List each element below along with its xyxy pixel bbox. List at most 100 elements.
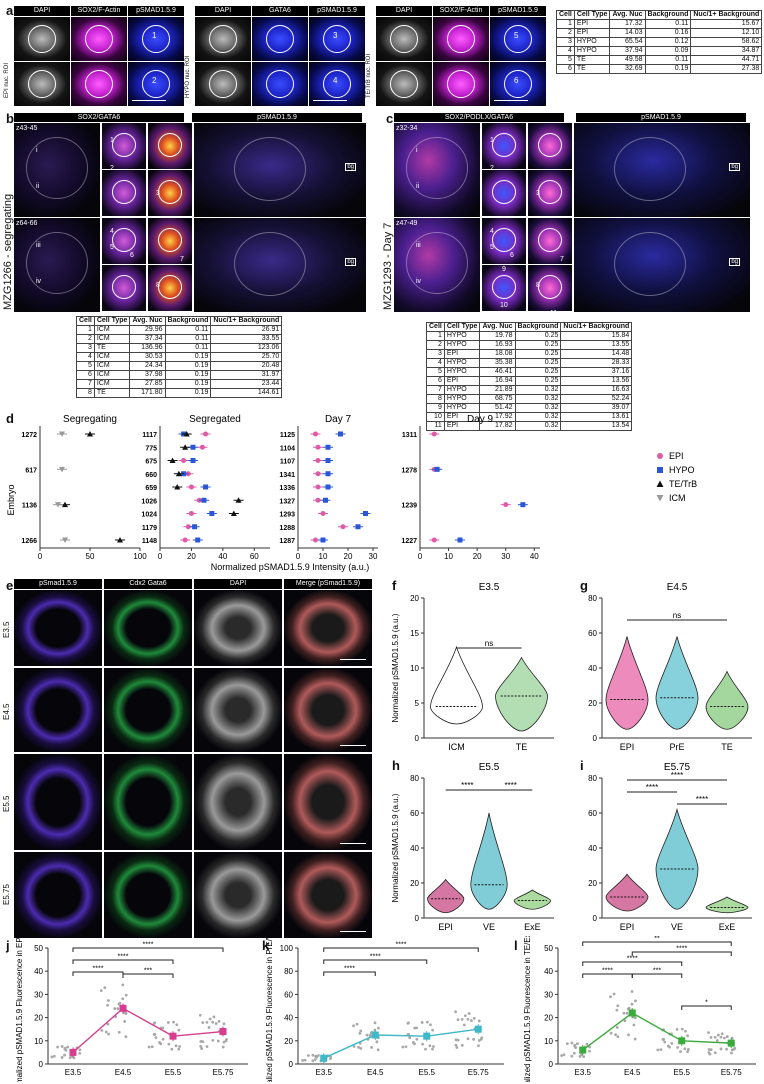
cell-point	[615, 1008, 619, 1012]
table-cell: 123.06	[210, 343, 283, 353]
table-row: 8 TE 171.80 0.19 144.61	[76, 388, 283, 398]
table-cell: 6	[556, 64, 575, 74]
nucleus-outline	[209, 70, 237, 98]
cell-point	[479, 1037, 483, 1041]
x-tick-label: 20	[187, 552, 196, 561]
cell-point	[216, 1039, 220, 1043]
table-header: Background	[644, 10, 692, 20]
significance-label: ns	[673, 611, 681, 620]
panel-a-column-header: SOX2/F-Actin	[433, 6, 489, 16]
table-cell: 29.96	[129, 325, 166, 335]
cell-point	[578, 1054, 582, 1058]
data-point-te	[62, 501, 68, 508]
x-tick-label: EPI	[620, 922, 635, 932]
cell-point	[612, 992, 616, 996]
table-cell: HYPO	[573, 46, 611, 56]
micrograph	[104, 852, 192, 938]
table-row: 1 HYPO 19.78 0.25 15.84	[426, 331, 633, 341]
cell-point	[147, 1045, 151, 1049]
table-row: 2 EPI 14.03 0.16 12.10	[556, 28, 763, 38]
embryo-label: 1272	[21, 432, 37, 439]
x-tick-label: E5.5	[419, 1068, 436, 1077]
embryo-label: 1341	[279, 472, 295, 479]
micrograph	[14, 668, 102, 752]
y-tick-label: 40	[34, 967, 43, 976]
cell-point	[211, 1020, 215, 1024]
table-header: Cell	[426, 322, 445, 332]
table-cell: 0.25	[514, 331, 562, 341]
cell-point	[152, 1021, 156, 1025]
cell-point	[415, 1026, 418, 1030]
subplot-title: Segregating	[63, 414, 117, 425]
micrograph	[104, 668, 192, 752]
cell-point	[68, 1056, 72, 1060]
table-cell: 144.61	[210, 388, 283, 398]
table-cell: 58.62	[690, 37, 763, 47]
table-cell: 0.25	[514, 367, 562, 377]
table-row: 5 ICM 24.34 0.19 20.48	[76, 361, 283, 371]
mean-marker	[119, 1004, 127, 1012]
cell-point	[472, 1037, 475, 1041]
data-point-hypo	[201, 497, 207, 503]
cell-point	[373, 1021, 377, 1025]
data-point-hypo	[325, 471, 331, 477]
embryo-label: 660	[145, 472, 157, 479]
panel-e-column-header: DAPI	[194, 579, 282, 589]
x-tick-label: TE	[721, 742, 733, 752]
table-cell: HYPO	[443, 385, 481, 395]
data-point-epi	[431, 537, 437, 543]
cell-point	[573, 1044, 577, 1048]
significance-label: ****	[602, 968, 613, 975]
nucleus-outline	[390, 25, 418, 53]
cell-point	[375, 1040, 379, 1044]
data-point-epi	[340, 524, 346, 530]
cell-point	[63, 1047, 67, 1051]
panel-a-column-header: DAPI	[14, 6, 70, 16]
micrograph	[376, 62, 432, 106]
cell-point	[625, 1011, 629, 1015]
cell-point	[56, 1045, 60, 1049]
cell-point	[311, 1059, 315, 1063]
table-cell: EPI	[573, 28, 611, 38]
embryo-label: 1104	[280, 445, 295, 452]
significance-bracket	[681, 1005, 732, 1010]
roi-label: iv	[416, 278, 422, 285]
table-cell: 27.38	[690, 64, 763, 74]
cell-point	[455, 1046, 459, 1049]
cell-number: 9	[502, 266, 506, 273]
micrograph	[376, 17, 432, 61]
mean-line	[582, 1012, 732, 1051]
stage-label: E3.5	[2, 621, 11, 638]
embryo-label: 1227	[401, 538, 417, 545]
cell-point	[562, 1053, 566, 1057]
table-cell: 33.55	[210, 334, 283, 344]
micrograph	[71, 17, 127, 61]
embryo-outline	[26, 137, 88, 199]
cell-point	[632, 1023, 636, 1027]
violin-epi	[605, 636, 649, 730]
y-tick-label: 40	[410, 844, 419, 853]
violin-icm	[430, 645, 483, 725]
significance-bracket	[582, 941, 732, 946]
table-row: 6 EPI 16.94 0.25 13.56	[426, 376, 633, 386]
subplot-title: Segregated	[189, 414, 241, 425]
data-point-hypo	[434, 466, 440, 472]
table-cell: 37.16	[560, 367, 633, 377]
table-cell: ICM	[93, 370, 131, 380]
table-cell: 32.69	[609, 64, 646, 74]
y-tick-label: 80	[284, 967, 293, 976]
table-cell: 0.11	[164, 334, 212, 344]
cell-point	[582, 1055, 586, 1059]
significance-label: ns	[485, 639, 493, 648]
nucleus-outline	[538, 133, 562, 157]
table-row: 6 TE 32.69 0.19 27.38	[556, 64, 763, 74]
table-header: Cell	[556, 10, 575, 20]
table-cell: 0.25	[514, 358, 562, 368]
embryo-label: 675	[145, 459, 157, 466]
table-cell: 27.85	[129, 379, 166, 389]
roi-crop	[482, 170, 526, 216]
table-header: Nuc/1+ Background	[560, 322, 633, 332]
panel-a-column-header: pSMAD1.5.9	[128, 6, 184, 16]
cell-point	[99, 989, 103, 993]
table-header: Nuc/1+ Background	[690, 10, 763, 20]
